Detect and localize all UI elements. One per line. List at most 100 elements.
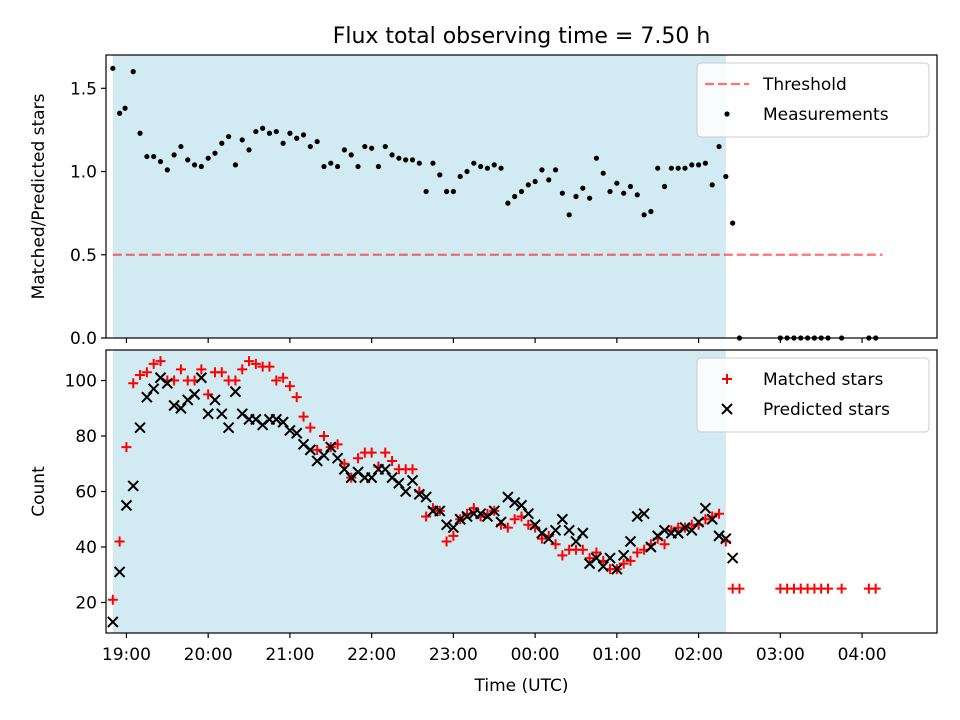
x-tick-label: 04:00 — [838, 645, 887, 665]
matched-star-point — [312, 444, 323, 455]
measurement-point — [219, 140, 225, 146]
matched-star-point — [550, 539, 561, 550]
predicted-star-point — [113, 566, 126, 578]
measurement-point — [491, 162, 497, 168]
measurement-point — [593, 155, 600, 161]
measurement-point — [110, 65, 116, 71]
matched-star-point — [216, 367, 227, 378]
predicted-star-point — [658, 524, 671, 537]
measurement-point — [512, 193, 518, 200]
measurement-point — [709, 182, 715, 188]
measurement-point — [205, 155, 211, 161]
matched-star-point — [591, 547, 602, 558]
predicted-star-point — [420, 491, 432, 503]
predicted-star-point — [543, 532, 555, 545]
measurement-point — [655, 165, 661, 171]
matched-star-point — [523, 519, 534, 530]
predicted-star-point — [175, 402, 187, 414]
matched-star-point — [734, 583, 745, 594]
predicted-star-point — [679, 521, 691, 534]
measurement-point — [117, 110, 123, 116]
measurement-point — [409, 157, 416, 163]
legend: Threshold Measurements — [696, 62, 930, 138]
predicted-star-point — [413, 488, 426, 500]
matched-star-point — [305, 422, 316, 433]
measurement-point — [369, 145, 375, 151]
measurement-point — [621, 190, 627, 196]
measurement-point — [518, 188, 525, 195]
measurement-point — [695, 162, 702, 168]
matched-star-point — [135, 369, 146, 380]
predicted-star-point — [331, 452, 344, 464]
matched-star-point — [407, 464, 418, 475]
predicted-star-point — [291, 427, 303, 439]
measurement-point — [389, 152, 395, 158]
predicted-star-point — [195, 372, 208, 384]
measurement-point — [607, 188, 613, 195]
matched-star-point — [557, 550, 568, 561]
measurement-point — [246, 147, 252, 153]
matched-star-point — [632, 547, 643, 558]
measurement-point — [478, 163, 484, 170]
measurement-point — [532, 178, 538, 185]
measurement-point — [661, 183, 668, 190]
predicted-star-point — [365, 471, 378, 484]
predicted-star-point — [549, 524, 562, 537]
measurement-point — [600, 170, 606, 176]
predicted-star-point — [209, 394, 221, 406]
x-tick-label: 21:00 — [265, 645, 314, 665]
y-tick-label: 20 — [75, 593, 97, 613]
measurement-point — [484, 165, 491, 171]
predicted-star-point — [617, 549, 630, 562]
y-axis-label: Count — [29, 466, 49, 517]
measurement-point — [130, 69, 136, 75]
predicted-star-point — [699, 502, 712, 514]
measurement-point — [559, 190, 565, 196]
predicted-star-point — [590, 552, 603, 564]
measurement-point — [348, 152, 354, 158]
y-tick-label: 1.0 — [70, 163, 97, 183]
matched-star-point — [625, 555, 636, 566]
predicted-star-point — [720, 532, 732, 545]
measurement-point — [137, 130, 143, 136]
predicted-star-point — [529, 519, 541, 531]
measurement-point — [341, 147, 348, 153]
predicted-star-point — [147, 383, 160, 395]
x-tick-label: 00:00 — [511, 645, 560, 665]
measurement-point — [450, 188, 456, 195]
measurement-point — [232, 162, 239, 168]
predicted-star-point — [379, 463, 391, 476]
predicted-star-point — [713, 530, 725, 542]
predicted-star-point — [515, 499, 528, 512]
predicted-star-point — [563, 524, 575, 537]
matched-star-point — [284, 381, 295, 392]
star-count-panel: 20 40 60 80 100 19:00 20:00 21:00 22:00 23:00 00:0… — [29, 349, 938, 696]
matched-star-point — [502, 522, 513, 533]
measurement-point — [689, 162, 695, 168]
matched-star-point — [264, 361, 275, 372]
measurement-point — [328, 160, 334, 166]
measurement-point — [416, 160, 422, 166]
measurement-point — [634, 192, 640, 198]
legend-matched-swatch — [722, 374, 732, 384]
measurement-point — [525, 182, 531, 188]
matched-star-point — [203, 389, 214, 400]
measurement-point — [648, 208, 654, 215]
measurement-point — [464, 168, 470, 175]
measurement-point — [226, 133, 232, 140]
matched-star-point — [441, 536, 452, 547]
predicted-star-point — [141, 391, 153, 403]
measurement-point — [614, 180, 620, 186]
y-tick-label: 1.5 — [70, 79, 97, 99]
x-tick-label: 23:00 — [429, 645, 478, 665]
measurement-point — [723, 173, 729, 180]
predicted-star-point — [188, 388, 201, 401]
flux-ratio-panel: 0.0 0.5 1.0 1.5 Matched/Predicted stars Thres… — [29, 54, 938, 349]
matched-star-point — [468, 503, 479, 514]
predicted-star-point — [440, 519, 453, 531]
legend-label: Threshold — [762, 75, 847, 95]
measurement-point — [457, 173, 463, 180]
measurement-point — [273, 128, 279, 135]
predicted-star-point — [508, 496, 521, 509]
measurement-point — [122, 105, 128, 111]
